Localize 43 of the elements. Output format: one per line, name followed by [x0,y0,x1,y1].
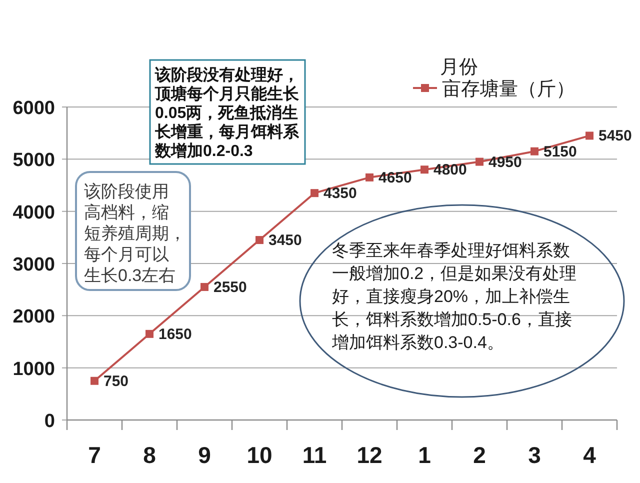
legend-title: 月份 [440,57,478,78]
data-label: 4950 [488,154,522,171]
x-tick-label: 7 [88,442,101,468]
point [586,132,594,140]
point [476,158,484,166]
x-tick-label: 9 [198,442,211,468]
point [366,173,374,182]
data-label: 5450 [598,128,632,145]
x-tick-label: 10 [246,442,272,468]
data-label: 4650 [378,169,412,186]
point [90,376,98,385]
x-tick-label: 8 [143,442,156,468]
y-tick-label: 0 [44,411,55,432]
y-tick-label: 1000 [12,358,55,380]
y-tick-label: 2000 [12,306,55,328]
point [256,236,264,244]
point [200,282,208,291]
legend-label: 亩存塘量（斤） [442,78,575,100]
annotation: 冬季至来年春季处理好饵料系数一般增加0.2，但是如果没有处理好，直接瘦身20%，加上补偿生长，饵料系数增加0.5-0.6，直接增加饵料系数0.3-0.4。 [331,241,577,352]
data-label: 5150 [544,143,577,160]
legend: 月份 亩存塘量（斤） [413,57,575,100]
x-tick-label: 2 [473,442,486,468]
annotation: 该阶段使用高档料，缩短养殖周期，每个月可以生长0.3左右 [84,182,186,285]
data-label: 3450 [268,232,302,250]
x-tick-label: 12 [356,442,382,468]
data-label: 750 [104,372,129,390]
x-tick-label: 3 [528,442,541,468]
y-tick-label: 6000 [12,98,55,119]
point [310,189,318,198]
y-tick-label: 5000 [12,150,55,172]
point [146,330,154,338]
data-label: 1650 [158,326,192,343]
data-label: 4800 [434,162,467,179]
y-tick-label: 3000 [12,254,55,276]
point [530,147,538,156]
data-label: 4350 [324,185,357,202]
annotation: 该阶段没有处理好，顶塘每个月只能生长0.05两，死鱼抵消生长增重，每月饵料系数增加0.2-0.3 [154,65,300,160]
point [420,166,428,174]
x-tick-label: 1 [418,442,432,468]
data-label: 2550 [214,278,247,296]
x-tick-label: 11 [302,442,327,468]
x-tick-label: 4 [583,442,596,468]
y-tick-label: 4000 [12,202,55,224]
